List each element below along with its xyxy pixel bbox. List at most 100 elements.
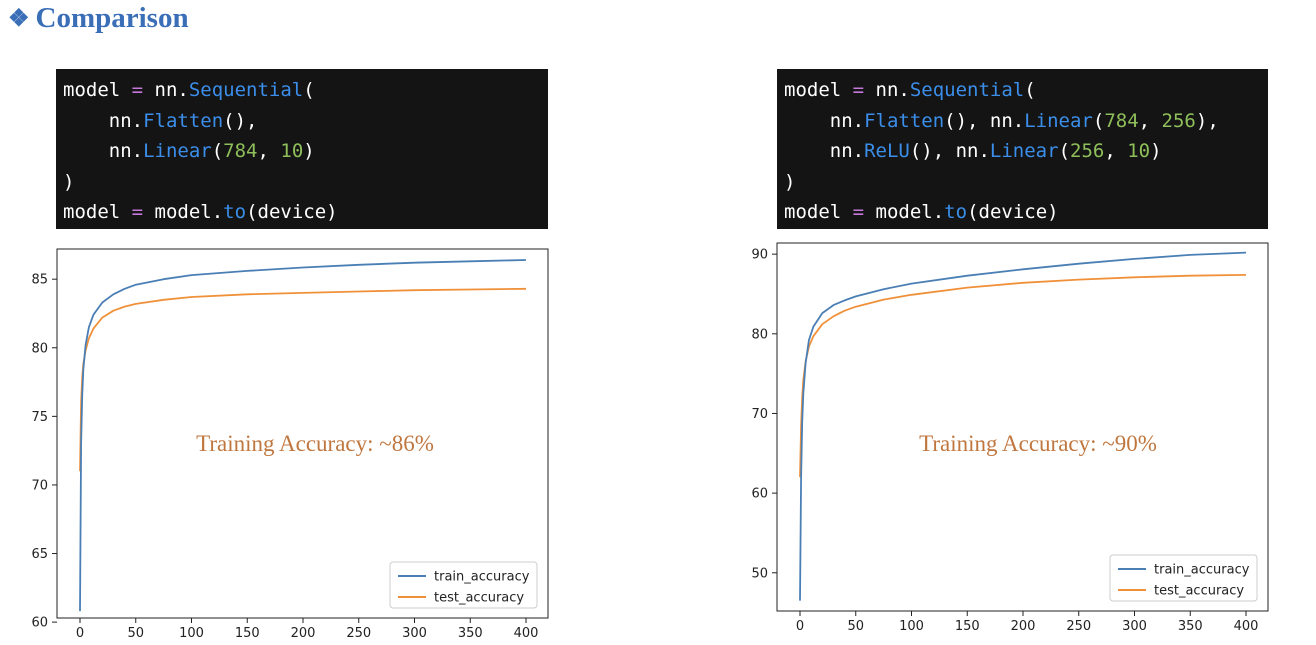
code-block-right: model = nn.Sequential( nn.Flatten(), nn.… bbox=[777, 69, 1268, 229]
code-token: model. bbox=[864, 201, 945, 223]
y-tick-label: 50 bbox=[751, 566, 768, 581]
code-token: Flatten bbox=[864, 109, 945, 132]
x-tick-label: 350 bbox=[1178, 619, 1203, 634]
code-token: (), nn. bbox=[944, 109, 1025, 132]
diamond-bullet-icon: ❖ bbox=[8, 6, 30, 32]
x-tick-label: 300 bbox=[1122, 619, 1147, 634]
code-token: Sequential bbox=[188, 79, 304, 101]
code-token: ( bbox=[303, 79, 315, 101]
code-token: ) bbox=[1150, 140, 1162, 162]
y-tick-label: 80 bbox=[751, 327, 768, 342]
code-token: model bbox=[784, 201, 853, 223]
code-token: ( bbox=[211, 140, 224, 162]
code-token: Flatten bbox=[143, 109, 224, 132]
code-token: ( bbox=[1024, 79, 1036, 101]
code-token: (), nn. bbox=[909, 140, 990, 162]
code-token: ) bbox=[784, 170, 796, 193]
code-token: model bbox=[63, 79, 132, 101]
code-token: nn. bbox=[784, 140, 865, 162]
code-token: 10 bbox=[1127, 140, 1151, 162]
y-tick-label: 85 bbox=[31, 273, 48, 288]
y-tick-label: 70 bbox=[31, 478, 48, 493]
series-line-test-accuracy bbox=[799, 274, 1247, 478]
code-token: 256 bbox=[1070, 140, 1105, 162]
legend-label: test_accuracy bbox=[1154, 584, 1244, 599]
y-tick-label: 90 bbox=[751, 248, 768, 263]
y-tick-label: 75 bbox=[31, 410, 48, 425]
series-line-train-accuracy bbox=[799, 251, 1247, 601]
page-title: ❖ Comparison bbox=[8, 2, 189, 35]
x-tick-label: 150 bbox=[235, 626, 260, 641]
code-token: 256 bbox=[1161, 109, 1196, 132]
code-line: nn.Linear(784, 10) bbox=[63, 136, 548, 167]
code-token: = bbox=[852, 79, 865, 101]
code-token: Linear bbox=[1024, 109, 1093, 132]
code-token: nn. bbox=[864, 79, 910, 101]
code-token: Sequential bbox=[909, 79, 1025, 101]
code-token: ( bbox=[1092, 109, 1105, 132]
code-token: model bbox=[63, 201, 132, 223]
code-line: model = nn.Sequential( bbox=[784, 75, 1268, 106]
code-token: (), bbox=[223, 109, 258, 132]
code-token: nn. bbox=[784, 109, 865, 132]
code-token: to bbox=[944, 201, 968, 223]
chart-left: 60 65 70 75 80 85 0 50 100 150 200 250 300 350 400 Trai… bbox=[31, 248, 549, 641]
code-line: model = model.to(device) bbox=[63, 197, 548, 228]
code-token: ReLU bbox=[864, 140, 910, 162]
x-tick-label: 400 bbox=[514, 626, 539, 641]
x-tick-label: 100 bbox=[179, 626, 204, 641]
code-token: to bbox=[223, 201, 247, 223]
x-tick-label: 200 bbox=[291, 626, 316, 641]
code-token: ), bbox=[1195, 109, 1219, 132]
code-token: = bbox=[131, 79, 144, 101]
x-tick-label: 200 bbox=[1011, 619, 1036, 634]
x-tick-label: 400 bbox=[1234, 619, 1259, 634]
training-accuracy-annotation: Training Accuracy: ~86% bbox=[196, 431, 434, 456]
x-tick-label: 0 bbox=[76, 626, 84, 641]
legend-box bbox=[1109, 554, 1258, 602]
x-tick-label: 0 bbox=[796, 619, 804, 634]
x-tick-label: 50 bbox=[847, 619, 864, 634]
legend-label: train_accuracy bbox=[434, 570, 530, 585]
legend-box bbox=[389, 561, 538, 609]
code-token: ) bbox=[63, 170, 75, 193]
y-tick-label: 60 bbox=[31, 616, 48, 631]
code-token: nn. bbox=[63, 109, 144, 132]
x-tick-label: 250 bbox=[346, 626, 371, 641]
training-accuracy-annotation: Training Accuracy: ~90% bbox=[919, 431, 1157, 456]
code-token: (device) bbox=[967, 201, 1059, 223]
x-tick-label: 300 bbox=[402, 626, 427, 641]
x-tick-label: 250 bbox=[1066, 619, 1091, 634]
code-line: model = model.to(device) bbox=[784, 197, 1268, 228]
code-token: Linear bbox=[143, 140, 212, 162]
x-tick-label: 150 bbox=[955, 619, 980, 634]
code-token: 784 bbox=[223, 140, 258, 162]
series-line-train-accuracy bbox=[79, 259, 527, 612]
title-text: Comparison bbox=[35, 2, 189, 34]
code-token: = bbox=[131, 201, 144, 223]
y-tick-label: 70 bbox=[751, 407, 768, 422]
x-tick-label: 100 bbox=[899, 619, 924, 634]
code-token: 784 bbox=[1104, 109, 1139, 132]
y-tick-label: 65 bbox=[31, 547, 48, 562]
code-token: , bbox=[1138, 109, 1162, 132]
y-tick-label: 60 bbox=[751, 487, 768, 502]
code-line: nn.ReLU(), nn.Linear(256, 10) bbox=[784, 136, 1268, 167]
code-token: (device) bbox=[246, 201, 338, 223]
code-token: , bbox=[1104, 140, 1128, 162]
x-tick-label: 50 bbox=[127, 626, 144, 641]
legend-label: test_accuracy bbox=[434, 591, 524, 606]
code-block-left: model = nn.Sequential( nn.Flatten(), nn.… bbox=[56, 69, 548, 229]
code-token: model. bbox=[143, 201, 224, 223]
chart-right: 50 60 70 80 90 0 50 100 150 200 250 300 350 400 Traini… bbox=[751, 242, 1269, 634]
code-line: nn.Flatten(), bbox=[63, 106, 548, 137]
code-line: nn.Flatten(), nn.Linear(784, 256), bbox=[784, 106, 1268, 137]
code-token: ( bbox=[1058, 140, 1071, 162]
code-token: nn. bbox=[63, 140, 144, 162]
code-token: Linear bbox=[989, 140, 1059, 162]
code-token: ) bbox=[303, 140, 315, 162]
code-token: nn. bbox=[143, 79, 189, 101]
legend-label: train_accuracy bbox=[1154, 563, 1250, 578]
code-line: model = nn.Sequential( bbox=[63, 75, 548, 106]
